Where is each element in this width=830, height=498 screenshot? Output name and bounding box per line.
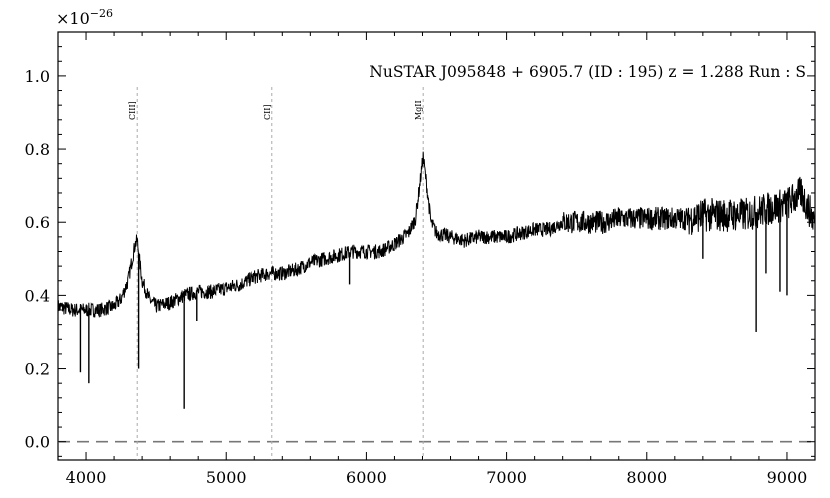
y-tick-label: 0.2 <box>25 360 50 379</box>
emission-line-label: MgII <box>414 100 423 120</box>
y-tick-label: 1.0 <box>25 67 50 86</box>
y-tick-label: 0.8 <box>25 140 50 159</box>
x-tick-label: 8000 <box>626 468 667 487</box>
x-tick-label: 5000 <box>206 468 247 487</box>
series-group <box>57 151 816 409</box>
emission-line-label: CII] <box>263 104 272 120</box>
y-multiplier-exponent: −26 <box>90 7 113 20</box>
x-tick-label: 6000 <box>346 468 387 487</box>
spectrum-series-line <box>57 151 816 318</box>
x-tick-label: 7000 <box>486 468 527 487</box>
emission-line-label: CIII] <box>128 101 137 120</box>
y-multiplier: ×10−26 <box>56 7 113 28</box>
plot-frame <box>57 31 816 461</box>
chart-title: NuSTAR J095848 + 6905.7 (ID : 195) z = 1… <box>369 63 806 81</box>
x-tick-label: 4000 <box>66 468 107 487</box>
x-tick-label: 9000 <box>767 468 808 487</box>
y-tick-label: 0.4 <box>25 286 50 305</box>
y-tick-label: 0.0 <box>25 433 50 452</box>
y-multiplier-base: ×10 <box>56 9 90 28</box>
emission-lines-group: CIII] CII] MgII <box>128 87 424 460</box>
ticks-group <box>57 32 816 460</box>
tick-labels-group: 4000 5000 6000 7000 8000 9000 0.0 0.2 0.4 0.6 0.8 1… <box>25 67 808 487</box>
y-tick-label: 0.6 <box>25 213 50 232</box>
